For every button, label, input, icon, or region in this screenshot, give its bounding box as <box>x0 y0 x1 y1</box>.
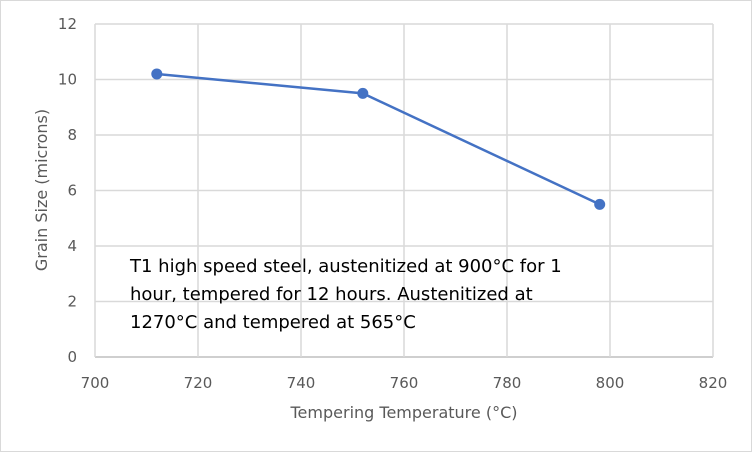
y-axis-label: Grain Size (microns) <box>32 109 51 271</box>
data-point <box>357 87 369 99</box>
data-point <box>594 198 606 210</box>
y-tick-label: 2 <box>67 293 77 311</box>
x-tick-label: 720 <box>184 374 213 392</box>
x-tick-label: 800 <box>596 374 625 392</box>
y-tick-label: 10 <box>58 71 77 89</box>
gridlines <box>94 23 714 358</box>
annotation-line: hour, tempered for 12 hours. Austenitize… <box>130 284 533 305</box>
y-tick-label: 0 <box>67 348 77 366</box>
y-tick-labels: 0 2 4 6 8 10 12 <box>58 15 77 366</box>
x-axis-label: Tempering Temperature (°C) <box>290 403 518 422</box>
y-tick-label: 8 <box>67 126 77 144</box>
annotation-line: 1270°C and tempered at 565°C <box>130 312 416 333</box>
x-tick-label: 820 <box>699 374 728 392</box>
y-tick-label: 12 <box>58 15 77 33</box>
annotation-text: T1 high speed steel, austenitized at 900… <box>129 256 562 333</box>
data-point <box>151 68 163 80</box>
series-line <box>156 72 601 206</box>
x-tick-label: 780 <box>493 374 522 392</box>
x-tick-label: 760 <box>390 374 419 392</box>
x-tick-label: 740 <box>287 374 316 392</box>
x-tick-labels: 700 720 740 760 780 800 820 <box>81 374 728 392</box>
y-tick-label: 4 <box>67 237 77 255</box>
annotation-line: T1 high speed steel, austenitized at 900… <box>129 256 562 277</box>
series-layer <box>151 68 606 210</box>
y-tick-label: 6 <box>67 182 77 200</box>
x-tick-label: 700 <box>81 374 110 392</box>
